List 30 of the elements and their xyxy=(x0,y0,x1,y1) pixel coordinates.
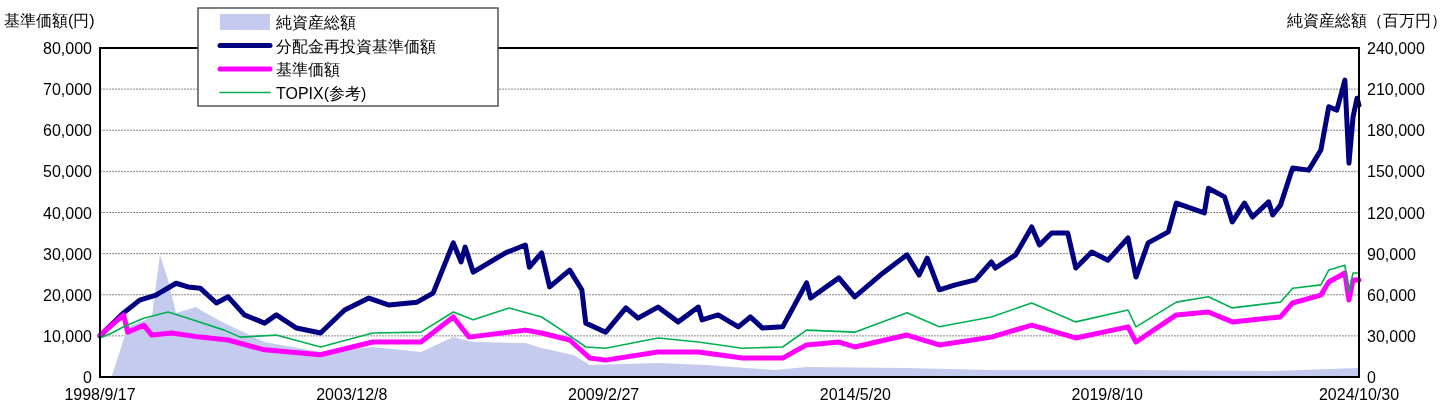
y2-tick-label: 120,000 xyxy=(1367,204,1425,222)
y-tick-label: 20,000 xyxy=(43,286,93,304)
y-tick-label: 10,000 xyxy=(43,327,93,345)
y2-tick-label: 180,000 xyxy=(1367,122,1425,140)
legend-label: 純資産総額 xyxy=(276,14,356,31)
y2-tick-label: 240,000 xyxy=(1367,40,1425,57)
y-tick-label: 70,000 xyxy=(43,81,93,99)
x-tick-label: 2014/5/20 xyxy=(819,386,892,403)
x-tick-label: 2019/8/10 xyxy=(1071,386,1143,403)
x-tick-label: 2009/2/27 xyxy=(568,386,640,403)
y-tick-label: 60,000 xyxy=(43,122,93,140)
y-tick-label: 0 xyxy=(83,369,93,386)
y2-tick-label: 90,000 xyxy=(1367,245,1417,263)
y2-tick-label: 30,000 xyxy=(1367,327,1417,345)
legend-label: 分配金再投資基準価額 xyxy=(276,37,436,55)
y-tick-label: 40,000 xyxy=(43,204,93,222)
y2-tick-label: 210,000 xyxy=(1367,81,1425,99)
legend-label: TOPIX(参考) xyxy=(276,84,367,102)
y2-axis-title: 純資産総額（百万円） xyxy=(1287,12,1447,29)
y-axis-title: 基準価額(円) xyxy=(4,12,95,29)
y2-tick-label: 0 xyxy=(1367,369,1376,386)
y-tick-label: 80,000 xyxy=(43,40,93,57)
y2-tick-label: 150,000 xyxy=(1367,163,1425,181)
x-tick-label: 1998/9/17 xyxy=(64,386,136,403)
x-tick-label: 2024/10/30 xyxy=(1318,386,1400,403)
x-tick-label: 2003/12/8 xyxy=(316,386,388,403)
y2-tick-label: 60,000 xyxy=(1367,286,1417,304)
y-tick-label: 50,000 xyxy=(43,163,93,181)
y-tick-label: 30,000 xyxy=(43,245,93,263)
legend-label: 基準価額 xyxy=(276,61,340,78)
